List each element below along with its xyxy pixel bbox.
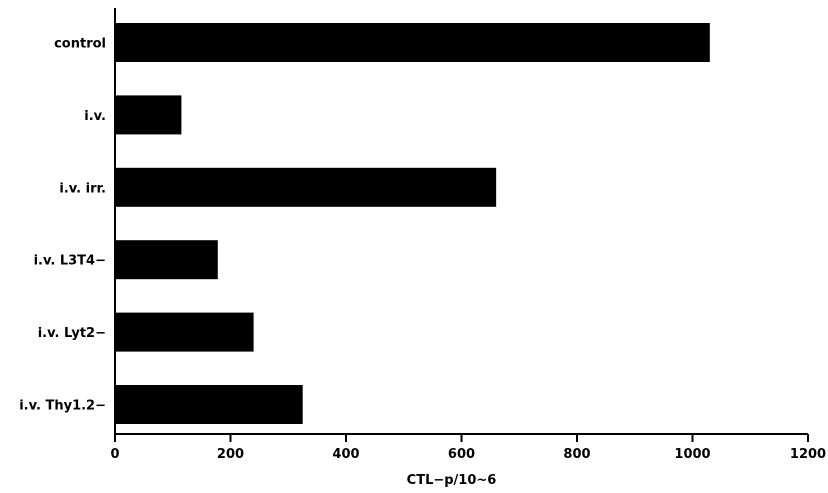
- category-label-1: i.v.: [84, 109, 106, 124]
- category-label-5: i.v. Thy1.2−: [19, 399, 106, 414]
- x-tick-label-4: 800: [563, 447, 590, 462]
- bars-group: [115, 23, 710, 424]
- bar-0: [115, 23, 710, 62]
- category-label-4: i.v. Lyt2−: [38, 326, 106, 341]
- x-ticks-group: 0 200 400 600 800 1000 1200: [110, 434, 826, 462]
- bar-3: [115, 240, 218, 280]
- bar-1: [115, 95, 182, 135]
- x-tick-label-1: 200: [217, 447, 244, 462]
- x-tick-label-3: 600: [448, 447, 475, 462]
- bar-4: [115, 312, 254, 352]
- category-label-0: control: [54, 37, 106, 52]
- x-tick-label-0: 0: [110, 447, 119, 462]
- x-axis-label: CTL−p/10~6: [407, 473, 497, 488]
- x-tick-label-6: 1200: [790, 447, 826, 462]
- bar-2: [115, 167, 497, 207]
- x-tick-label-2: 400: [332, 447, 359, 462]
- x-tick-label-5: 1000: [674, 447, 710, 462]
- category-labels-group: control i.v. i.v. irr. i.v. L3T4− i.v. Lyt2−…: [19, 37, 106, 414]
- category-label-2: i.v. irr.: [59, 181, 106, 196]
- bar-5: [115, 385, 303, 424]
- category-label-3: i.v. L3T4−: [34, 254, 106, 269]
